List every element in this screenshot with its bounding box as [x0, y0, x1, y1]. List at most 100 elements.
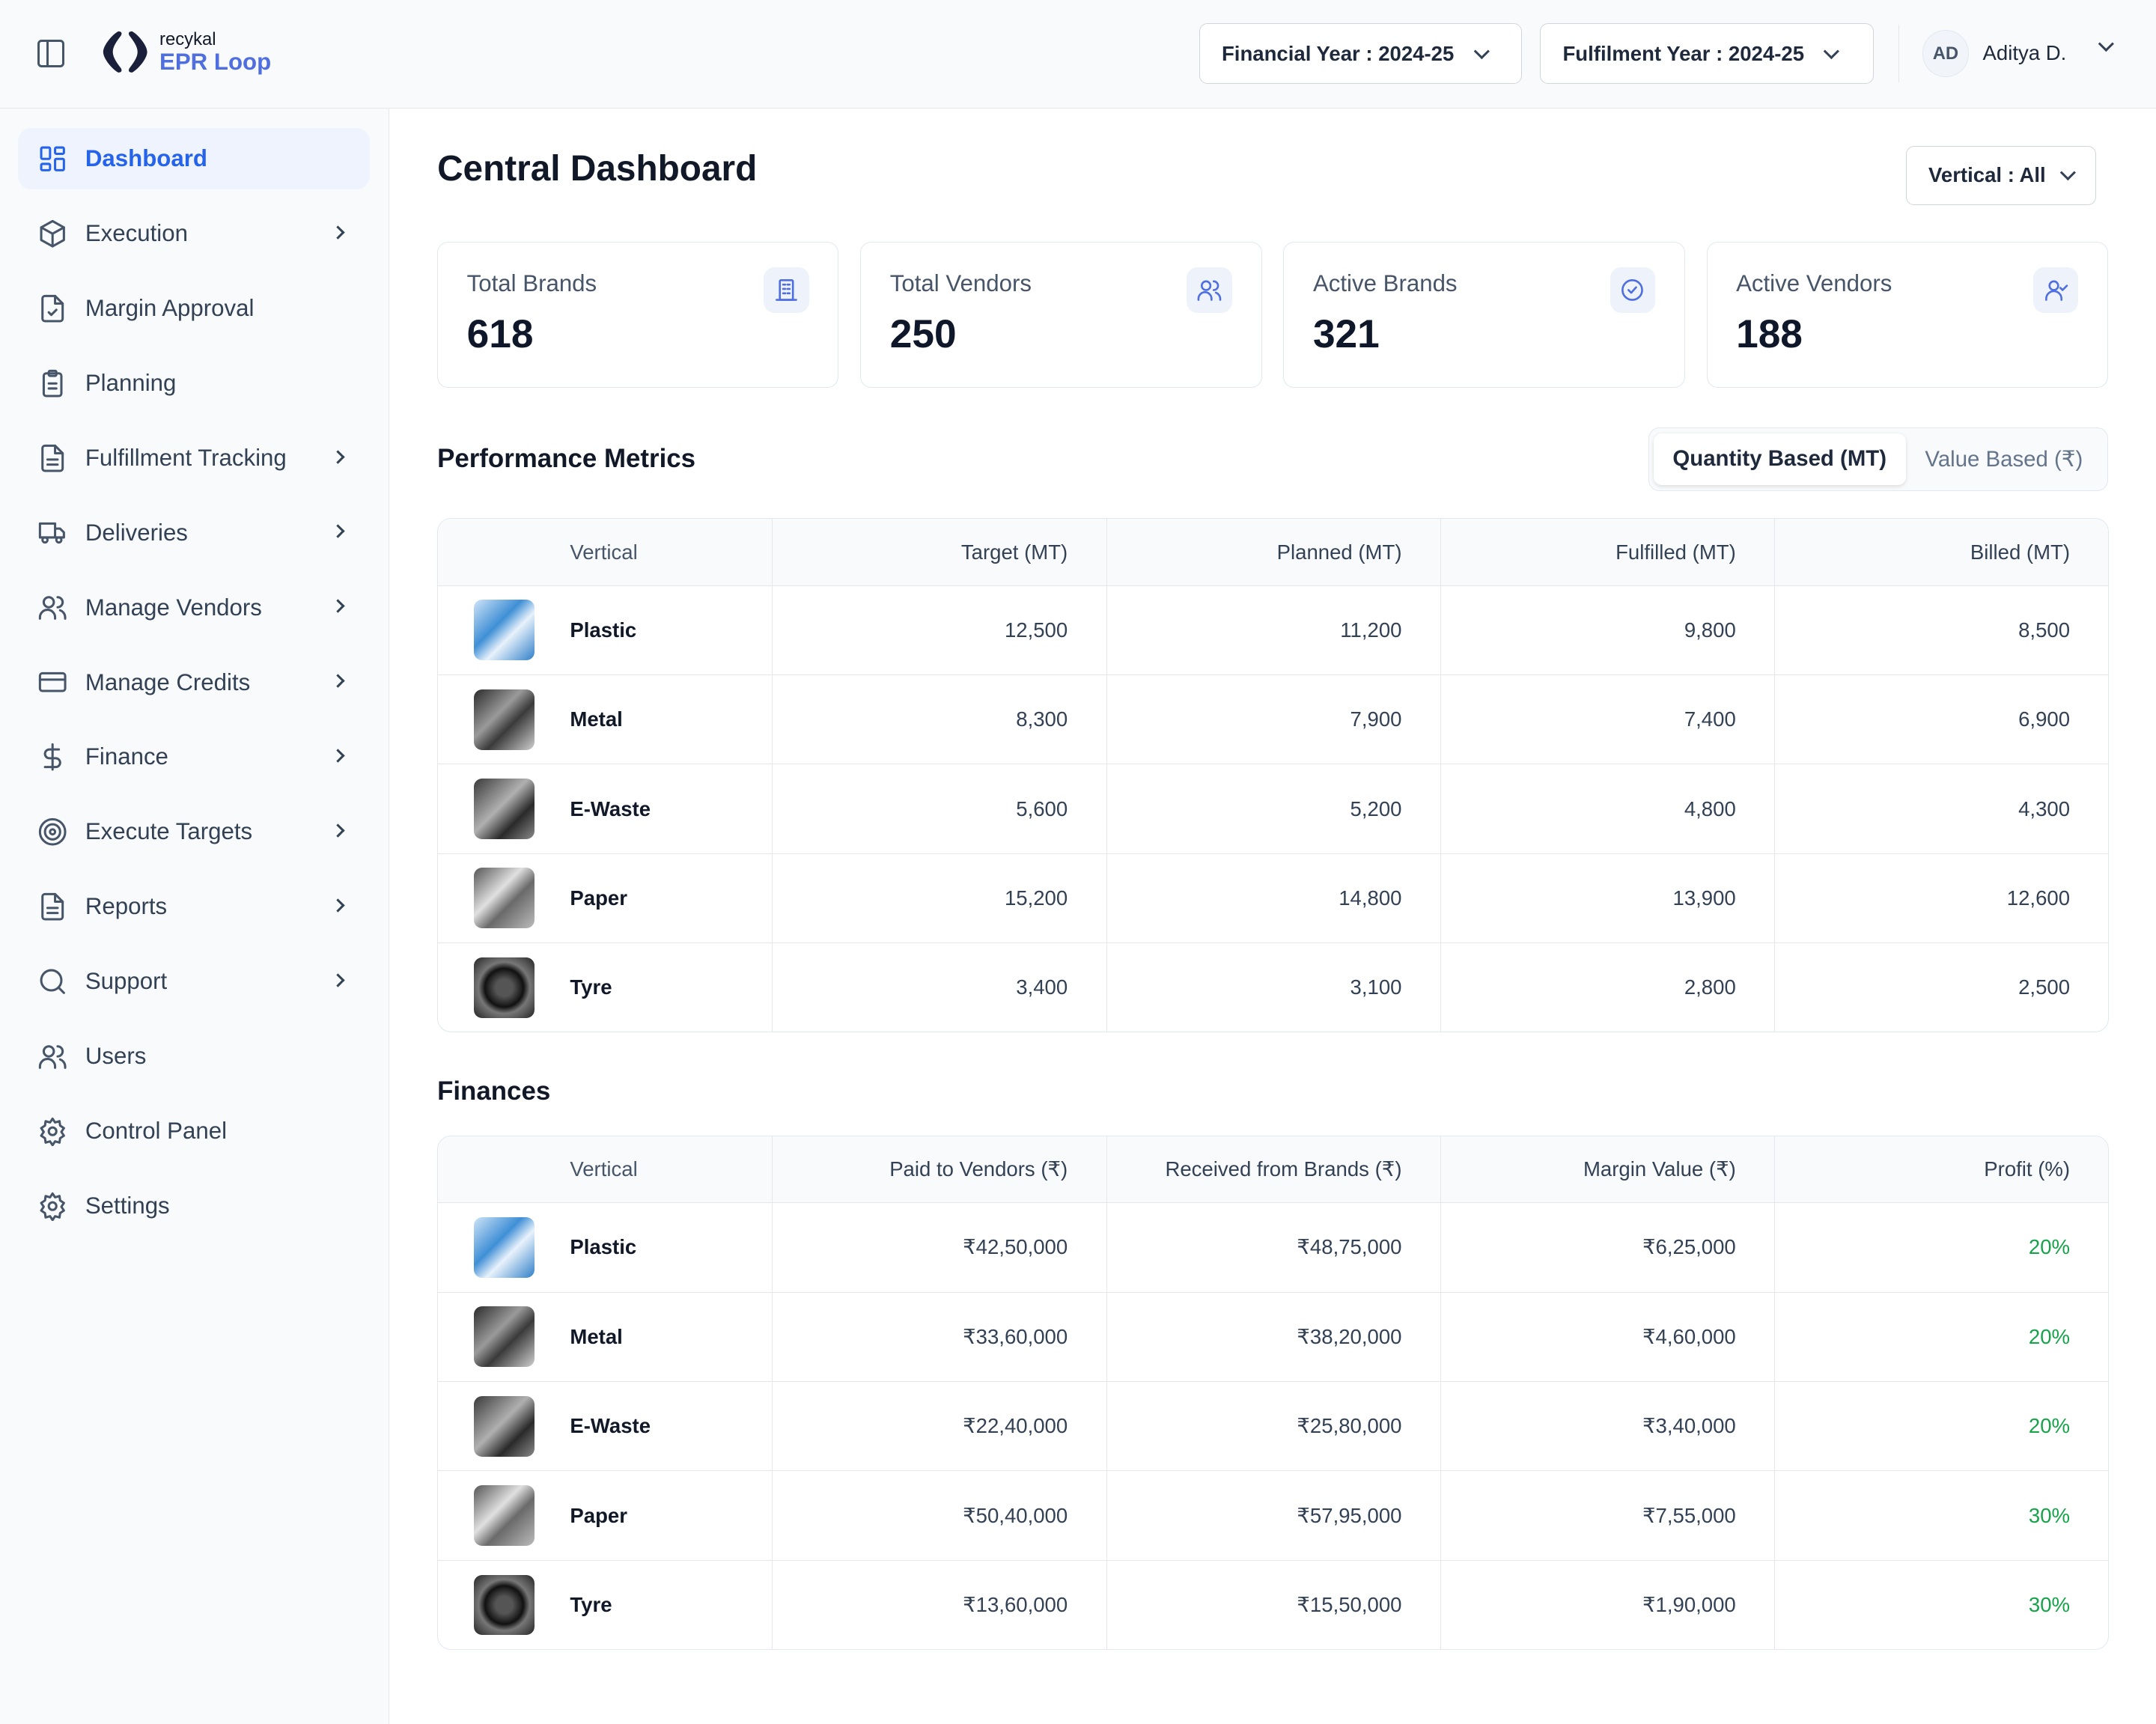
table-cell: ₹57,95,000	[1106, 1471, 1440, 1560]
gear-icon	[40, 1192, 65, 1221]
file-text-icon	[40, 444, 64, 472]
vertical-name: E-Waste	[570, 796, 651, 820]
sidebar-item-label: Support	[85, 968, 168, 995]
column-header[interactable]: Vertical	[570, 540, 638, 564]
vertical-cell: Tyre	[438, 943, 772, 1032]
column-header[interactable]: Profit (%)	[1774, 1136, 2108, 1203]
finances-table: Vertical Paid to Vendors (₹) Received from…	[437, 1136, 2110, 1651]
vertical-filter-dropdown[interactable]: Vertical : All	[1905, 145, 2096, 205]
stat-card-active-brands[interactable]: Active Brands 321	[1283, 242, 1685, 388]
column-header[interactable]: Paid to Vendors (₹)	[772, 1136, 1106, 1203]
sidebar-item-users[interactable]: Users	[18, 1026, 370, 1088]
sidebar-item-deliveries[interactable]: Deliveries	[18, 502, 370, 564]
stat-card-active-vendors[interactable]: Active Vendors 188	[1706, 242, 2108, 388]
credit-card-icon	[38, 672, 67, 692]
performance-table: Vertical Target (MT) Planned (MT) Fulfilled…	[437, 518, 2110, 1033]
sidebar-item-execution[interactable]: Execution	[18, 203, 370, 265]
table-cell: 14,800	[1106, 853, 1440, 943]
table-cell: 4,800	[1440, 764, 1774, 853]
company-name: recykal	[159, 29, 216, 50]
table-cell: 30%	[1774, 1471, 2108, 1560]
financial-year-dropdown[interactable]: Financial Year : 2024-25	[1199, 23, 1523, 85]
sidebar-item-label: Reports	[85, 893, 168, 920]
sidebar: Dashboard Execution Margin Approval Plannin…	[0, 109, 389, 1724]
table-cell: ₹6,25,000	[1440, 1203, 1774, 1292]
fulfilment-year-dropdown[interactable]: Fulfilment Year : 2024-25	[1540, 23, 1875, 85]
column-header[interactable]: Vertical	[570, 1157, 638, 1181]
table-cell: ₹1,90,000	[1440, 1560, 1774, 1650]
vertical-cell: Tyre	[438, 1561, 772, 1649]
stat-value: 188	[1736, 312, 1803, 357]
column-header[interactable]: Planned (MT)	[1106, 519, 1440, 585]
avatar[interactable]: AD	[1922, 30, 1970, 77]
column-header[interactable]: Billed (MT)	[1774, 519, 2108, 585]
table-cell: 30%	[1774, 1560, 2108, 1650]
sidebar-item-execute-targets[interactable]: Execute Targets	[18, 801, 370, 863]
box-icon	[40, 219, 65, 248]
table-cell: 2,800	[1440, 943, 1774, 1032]
sidebar-item-label: Dashboard	[85, 145, 207, 172]
chevron-down-icon	[2059, 165, 2076, 180]
column-header[interactable]: Received from Brands (₹)	[1106, 1136, 1440, 1203]
sidebar-item-reports[interactable]: Reports	[18, 876, 370, 938]
sidebar-item-manage-vendors[interactable]: Manage Vendors	[18, 576, 370, 639]
vertical-cell: Paper	[438, 1471, 772, 1559]
truck-icon	[38, 523, 65, 544]
logo[interactable]: recykal EPR Loop	[102, 30, 271, 74]
vertical-name: E-Waste	[570, 1414, 651, 1438]
column-header[interactable]: Target (MT)	[772, 519, 1106, 585]
tab-quantity-based[interactable]: Quantity Based (MT)	[1653, 433, 1906, 486]
table-cell: ₹22,40,000	[772, 1382, 1106, 1471]
stat-card-total-vendors[interactable]: Total Vendors 250	[860, 242, 1262, 388]
chevron-right-icon	[330, 524, 345, 538]
users-icon	[38, 596, 67, 621]
stat-label: Total Vendors	[889, 269, 1032, 296]
target-icon	[38, 818, 67, 846]
finances-title: Finances	[437, 1076, 551, 1106]
sidebar-item-support[interactable]: Support	[18, 951, 370, 1013]
vertical-name: Metal	[570, 1324, 623, 1348]
sidebar-item-planning[interactable]: Planning	[18, 353, 370, 415]
stat-label: Active Brands	[1312, 269, 1458, 296]
table-cell: 12,600	[1774, 853, 2108, 943]
sidebar-item-manage-credits[interactable]: Manage Credits	[18, 651, 370, 713]
sidebar-item-margin-approval[interactable]: Margin Approval	[18, 278, 370, 340]
table-cell: 12,500	[772, 585, 1106, 674]
table-cell: ₹33,60,000	[772, 1292, 1106, 1382]
badge-check-icon	[1610, 267, 1656, 313]
sidebar-item-label: Users	[85, 1043, 147, 1070]
sidebar-item-label: Planning	[85, 369, 177, 396]
material-thumbnail	[473, 957, 535, 1018]
table-row: Paper ₹50,40,000 ₹57,95,000 ₹7,55,000 30%	[438, 1470, 2109, 1560]
stat-card-total-brands[interactable]: Total Brands 618	[437, 242, 839, 388]
sidebar-toggle-icon[interactable]	[37, 40, 65, 67]
sidebar-item-label: Finance	[85, 743, 168, 770]
sidebar-item-control-panel[interactable]: Control Panel	[18, 1100, 370, 1163]
chevron-right-icon	[330, 674, 345, 688]
chevron-down-icon	[1824, 43, 1840, 59]
table-header: Vertical Paid to Vendors (₹) Received from…	[438, 1136, 2109, 1203]
table-cell: 4,300	[1774, 764, 2108, 853]
table-cell: 11,200	[1106, 585, 1440, 674]
user-name[interactable]: Aditya D.	[1982, 41, 2067, 65]
vertical-cell: Paper	[438, 854, 772, 942]
table-row: Tyre ₹13,60,000 ₹15,50,000 ₹1,90,000 30%	[438, 1559, 2109, 1650]
chevron-right-icon	[330, 823, 345, 838]
sidebar-item-dashboard[interactable]: Dashboard	[17, 127, 371, 190]
column-header[interactable]: Margin Value (₹)	[1440, 1136, 1774, 1203]
table-cell: ₹15,50,000	[1106, 1560, 1440, 1650]
table-cell: 3,100	[1106, 943, 1440, 1032]
column-header[interactable]: Fulfilled (MT)	[1440, 519, 1774, 585]
vertical-name: Paper	[570, 886, 627, 910]
table-row: Tyre 3,400 3,100 2,800 2,500	[438, 942, 2109, 1032]
sidebar-item-finance[interactable]: Finance	[18, 726, 370, 788]
stat-label: Total Brands	[466, 269, 597, 296]
stat-label: Active Vendors	[1736, 269, 1892, 296]
user-menu-chevron-icon[interactable]	[2098, 36, 2115, 52]
tab-value-based[interactable]: Value Based (₹)	[1925, 446, 2083, 472]
sidebar-item-label: Execution	[85, 220, 188, 247]
sidebar-item-settings[interactable]: Settings	[18, 1175, 370, 1237]
table-cell: ₹50,40,000	[772, 1471, 1106, 1560]
sidebar-item-label: Deliveries	[85, 519, 188, 546]
sidebar-item-fulfillment-tracking[interactable]: Fulfillment Tracking	[18, 427, 370, 489]
